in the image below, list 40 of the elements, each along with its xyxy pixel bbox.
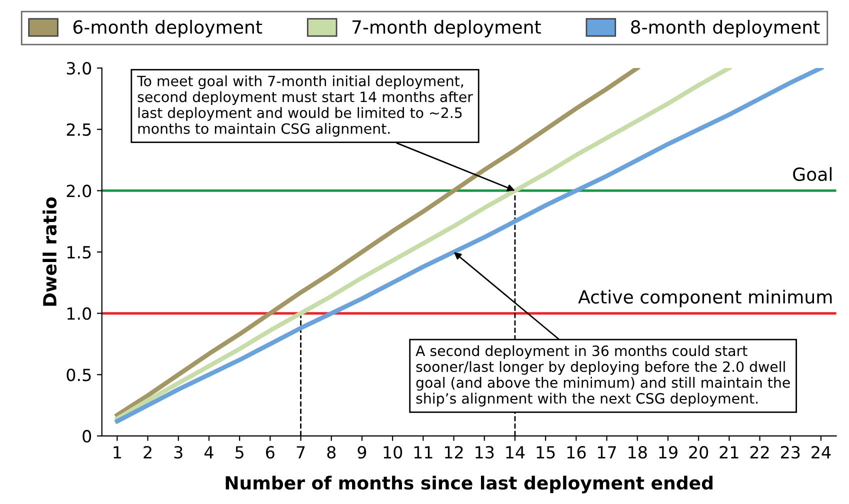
x-tick-label: 21 bbox=[720, 446, 738, 458]
x-tick-label: 13 bbox=[476, 446, 494, 459]
x-tick-label: 2 bbox=[144, 446, 152, 458]
y-tick-label: 2.5 bbox=[66, 123, 91, 136]
x-tick-label: 7 bbox=[296, 446, 305, 458]
y-tick-label: 0.5 bbox=[66, 368, 91, 382]
x-tick-label: 4 bbox=[204, 446, 214, 458]
x-tick-label: 5 bbox=[236, 446, 244, 459]
x-tick-label: 9 bbox=[358, 446, 366, 459]
ref-line-label: Active component minimum bbox=[578, 290, 832, 308]
x-tick-label: 20 bbox=[689, 446, 708, 459]
x-tick-label: 15 bbox=[536, 446, 555, 459]
x-tick-label: 3 bbox=[174, 446, 182, 459]
annotation: A second deployment in 36 months could start sooner/last longer by deploying before the 2.0 dwell goal (and above the minimum) and still maintain the ship’s alignment with the next CSG deployment. bbox=[416, 345, 790, 407]
legend-label: 8-month deployment bbox=[631, 20, 820, 38]
x-axis-title: Number of months since last deployment ended bbox=[226, 476, 712, 494]
x-tick-label: 11 bbox=[414, 446, 432, 458]
y-tick-label: 2.0 bbox=[66, 184, 92, 198]
ref-line-label: Goal bbox=[793, 167, 832, 182]
x-tick-label: 12 bbox=[445, 446, 463, 458]
x-tick-label: 6 bbox=[266, 446, 274, 459]
x-tick-label: 18 bbox=[628, 446, 647, 459]
x-tick-label: 24 bbox=[812, 446, 831, 458]
x-tick-label: 17 bbox=[598, 446, 616, 458]
y-tick-label: 3.0 bbox=[66, 62, 92, 75]
y-tick-label: 1.0 bbox=[67, 307, 92, 320]
x-tick-label: 19 bbox=[659, 446, 678, 459]
x-tick-label: 14 bbox=[506, 446, 525, 458]
y-tick-label: 1.5 bbox=[67, 246, 91, 259]
x-tick-label: 1 bbox=[114, 446, 121, 458]
legend-label: 6-month deployment bbox=[73, 20, 262, 38]
x-tick-label: 23 bbox=[780, 446, 800, 459]
y-tick-label: 0 bbox=[82, 430, 92, 443]
annotation: To meet goal with 7-month initial deployment, second deployment must start 14 months after last deployment and would be limited to ~2.5 months to maintain CSG alignment. bbox=[137, 75, 473, 137]
x-tick-label: 10 bbox=[384, 446, 402, 459]
x-tick-label: 22 bbox=[750, 446, 769, 458]
y-axis-title: Dwell ratio bbox=[42, 197, 57, 306]
legend-label: 7-month deployment bbox=[352, 20, 541, 38]
x-tick-label: 16 bbox=[567, 446, 586, 459]
x-tick-label: 8 bbox=[327, 446, 336, 459]
